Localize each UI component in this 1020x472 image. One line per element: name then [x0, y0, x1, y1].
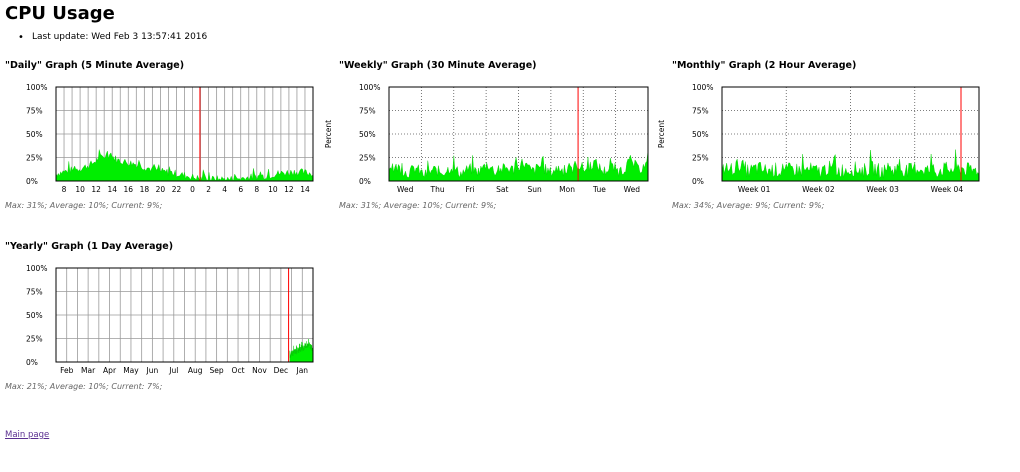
x-tick-label: Aug	[188, 366, 203, 375]
y-axis-label: Percent	[324, 120, 333, 148]
monthly-graph-title: "Monthly" Graph (2 Hour Average)	[672, 60, 857, 71]
x-tick-label: 12	[91, 185, 101, 194]
y-tick-label: 0%	[26, 358, 38, 367]
y-tick-label: 100%	[359, 83, 380, 92]
y-tick-label: 100%	[26, 83, 47, 92]
x-tick-label: Apr	[103, 366, 117, 375]
plot-frame	[388, 86, 649, 182]
x-tick-label: Week 01	[738, 185, 771, 194]
x-tick-label: Mon	[559, 185, 575, 194]
x-tick-label: Nov	[252, 366, 267, 375]
x-tick-label: 10	[75, 185, 85, 194]
x-tick-label: 20	[156, 185, 166, 194]
x-tick-label: 14	[300, 185, 310, 194]
x-tick-label: Wed	[624, 185, 641, 194]
x-tick-label: Mar	[81, 366, 96, 375]
x-tick-label: 16	[124, 185, 134, 194]
monthly-graph-stats: Max: 34%; Average: 9%; Current: 9%;	[672, 201, 825, 210]
y-tick-label: 75%	[26, 288, 43, 297]
x-tick-label: Sat	[496, 185, 508, 194]
y-tick-label: 50%	[26, 311, 43, 320]
x-tick-label: Week 04	[931, 185, 964, 194]
x-tick-label: Feb	[60, 366, 74, 375]
weekly-graph-stats: Max: 31%; Average: 10%; Current: 9%;	[339, 201, 497, 210]
x-tick-label: Thu	[430, 185, 445, 194]
y-tick-label: 100%	[692, 83, 713, 92]
x-tick-label: May	[123, 366, 139, 375]
x-tick-label: Sep	[210, 366, 224, 375]
x-tick-label: 0	[190, 185, 195, 194]
y-axis-label: Percent	[657, 120, 666, 148]
daily-graph-title: "Daily" Graph (5 Minute Average)	[5, 60, 185, 71]
x-tick-label: Week 02	[802, 185, 835, 194]
weekly-graph-title: "Weekly" Graph (30 Minute Average)	[339, 60, 537, 71]
cpu-usage-area	[289, 338, 314, 363]
cpu-usage-area	[721, 149, 980, 182]
x-tick-label: 6	[238, 185, 243, 194]
main-page-link[interactable]: Main page	[5, 430, 50, 440]
y-tick-label: 100%	[26, 264, 47, 273]
y-tick-label: 50%	[692, 130, 709, 139]
y-tick-label: 0%	[692, 177, 704, 186]
x-tick-label: Jul	[168, 366, 178, 375]
y-tick-label: 75%	[359, 107, 376, 116]
x-tick-label: 4	[222, 185, 227, 194]
x-tick-label: 8	[62, 185, 67, 194]
plot-frame	[55, 267, 314, 363]
x-tick-label: 14	[107, 185, 117, 194]
yearly-graph: 100% 75% 50% 25% 0% Feb Mar Apr May Jun Jul Aug Sep O…	[26, 264, 314, 375]
monthly-graph: 100% 75% 50% 25% 0% Week 01 Week 02 Week 03 Week…	[657, 83, 980, 194]
x-tick-label: Oct	[232, 366, 245, 375]
weekly-graph: 100% 75% 50% 25% 0% Wed Thu Fri Sat Sun Mon Tue Wed P…	[324, 83, 649, 194]
x-tick-label: Jan	[296, 366, 309, 375]
y-tick-label: 50%	[359, 130, 376, 139]
plot-frame	[55, 86, 314, 182]
daily-graph: 100% 75% 50% 25% 0% 8 10 12 14 16 18 20 22 0 2 4 6 8 10 12 1…	[26, 83, 314, 194]
yearly-graph-stats: Max: 21%; Average: 10%; Current: 7%;	[5, 382, 163, 391]
y-tick-label: 25%	[26, 154, 43, 163]
x-tick-label: 18	[140, 185, 150, 194]
last-update-text: Last update: Wed Feb 3 13:57:41 2016	[18, 32, 207, 43]
y-tick-label: 0%	[26, 177, 38, 186]
y-tick-label: 50%	[26, 130, 43, 139]
x-tick-label: 8	[254, 185, 259, 194]
x-tick-label: Sun	[528, 185, 543, 194]
x-tick-label: Dec	[274, 366, 289, 375]
plot-frame	[721, 86, 980, 182]
x-tick-label: Week 03	[866, 185, 899, 194]
cpu-usage-area	[55, 149, 314, 182]
x-tick-label: 10	[268, 185, 278, 194]
update-list: Last update: Wed Feb 3 13:57:41 2016	[18, 32, 207, 43]
y-tick-label: 75%	[692, 107, 709, 116]
y-tick-label: 25%	[26, 335, 43, 344]
y-tick-label: 0%	[359, 177, 371, 186]
x-tick-label: Wed	[397, 185, 414, 194]
x-tick-label: 2	[206, 185, 211, 194]
yearly-graph-title: "Yearly" Graph (1 Day Average)	[5, 241, 174, 252]
x-tick-label: Tue	[592, 185, 606, 194]
page-title: CPU Usage	[5, 3, 115, 24]
x-tick-label: Jun	[146, 366, 159, 375]
x-tick-label: 22	[172, 185, 182, 194]
y-tick-label: 25%	[692, 154, 709, 163]
x-tick-label: Fri	[465, 185, 474, 194]
daily-graph-stats: Max: 31%; Average: 10%; Current: 9%;	[5, 201, 163, 210]
x-tick-label: 12	[284, 185, 294, 194]
y-tick-label: 75%	[26, 107, 43, 116]
cpu-usage-area	[388, 150, 649, 182]
y-tick-label: 25%	[359, 154, 376, 163]
